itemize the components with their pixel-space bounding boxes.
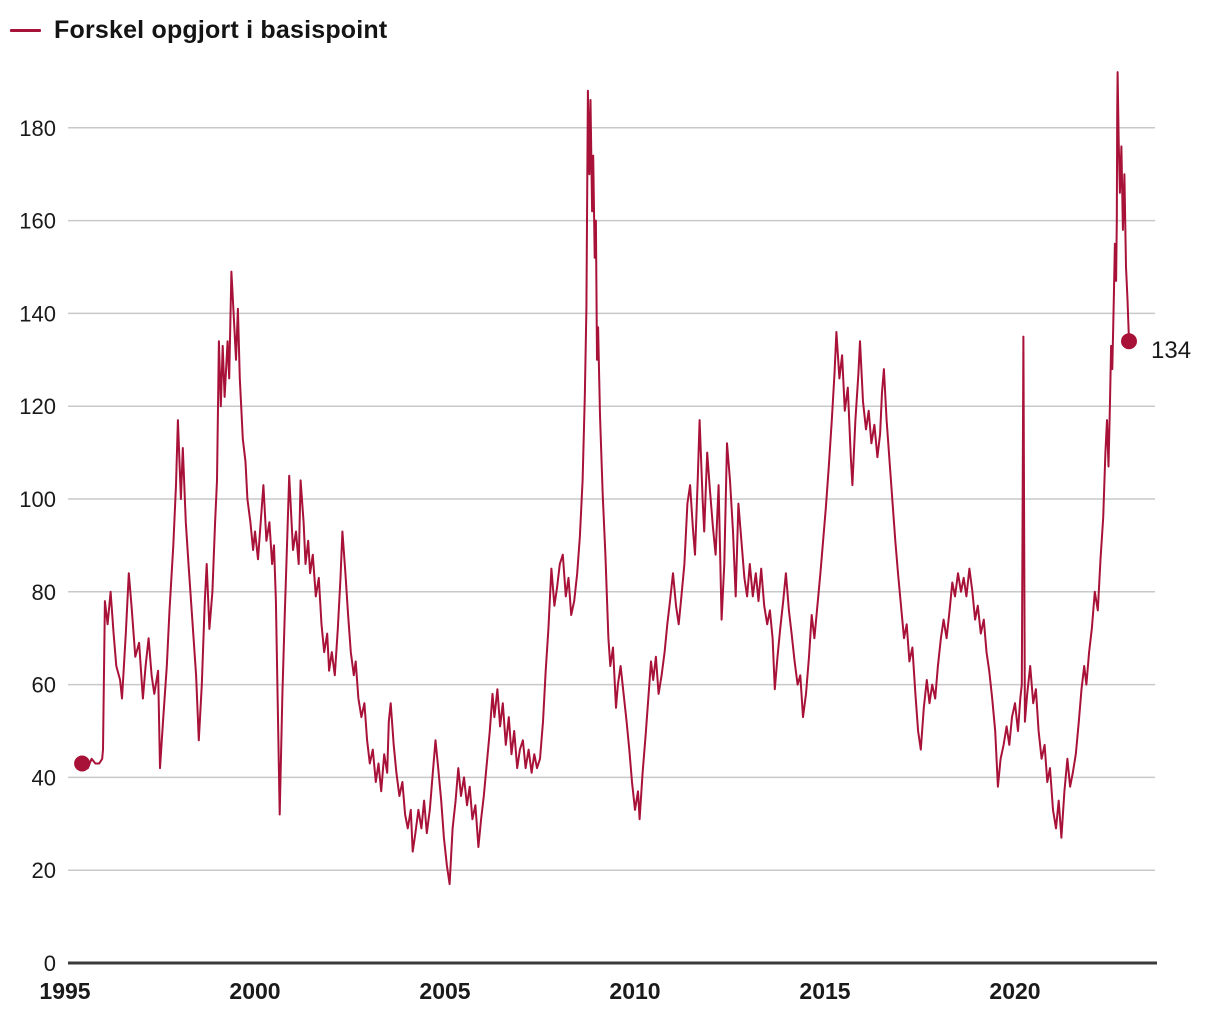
y-tick-label: 120: [19, 394, 56, 419]
y-tick-label: 140: [19, 301, 56, 326]
series-end-dot: [1121, 333, 1137, 350]
x-tick-label: 2010: [609, 978, 660, 1004]
legend-line-marker: [10, 29, 41, 32]
y-tick-label: 180: [19, 116, 56, 141]
x-tick-label: 2020: [989, 978, 1040, 1004]
legend-label: Forskel opgjort i basispoint: [54, 16, 388, 44]
x-tick-label: 2015: [799, 978, 850, 1004]
y-tick-label: 100: [19, 487, 56, 512]
legend: Forskel opgjort i basispoint: [10, 16, 387, 45]
x-tick-label: 2005: [419, 978, 470, 1004]
x-tick-label: 2000: [229, 978, 280, 1004]
y-tick-label: 160: [19, 209, 56, 234]
series-line: [81, 71, 1130, 886]
end-value-label: 134: [1151, 337, 1191, 364]
y-tick-label: 40: [32, 765, 56, 790]
series-start-dot: [74, 755, 91, 772]
y-tick-label: 20: [32, 858, 56, 883]
y-tick-label: 0: [44, 951, 56, 976]
y-tick-label: 80: [32, 580, 56, 605]
y-tick-label: 60: [32, 673, 56, 698]
x-tick-label: 1995: [39, 978, 90, 1004]
